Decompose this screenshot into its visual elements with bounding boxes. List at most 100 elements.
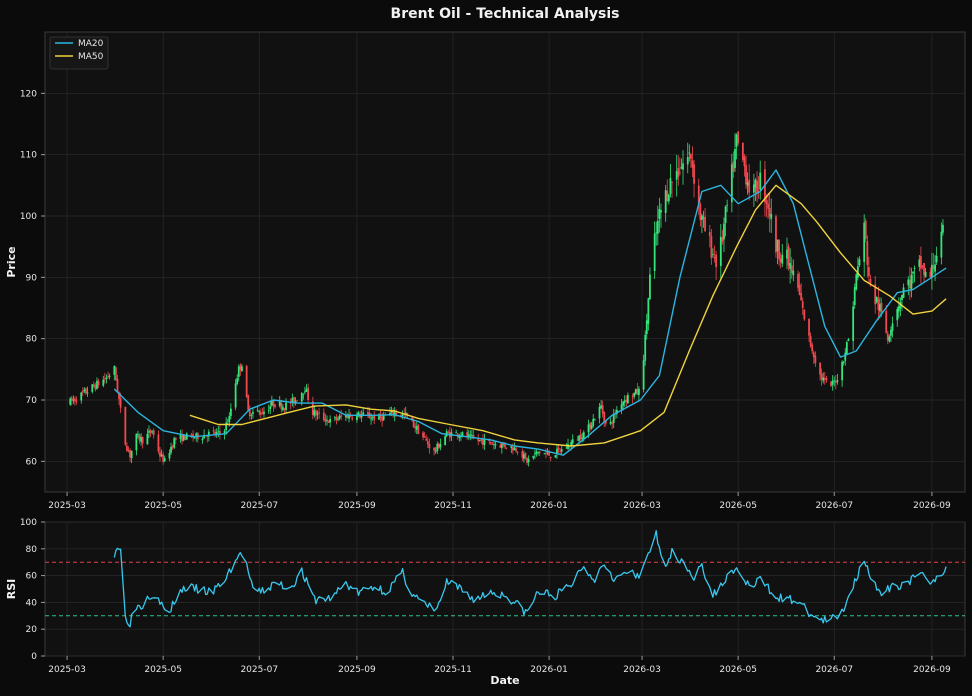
candle-body: [653, 233, 656, 272]
candle-body: [184, 435, 187, 440]
candle-body: [521, 451, 524, 458]
candle-body: [239, 365, 242, 370]
candle-body: [844, 352, 847, 361]
candle-body: [885, 311, 888, 333]
candle-body: [678, 172, 681, 174]
candle-body: [880, 302, 883, 313]
candle-body: [942, 224, 944, 233]
candle-body: [768, 208, 771, 217]
candle-body: [499, 445, 502, 448]
candle-body: [715, 254, 717, 267]
candle-body: [546, 452, 549, 454]
candle-body: [148, 430, 150, 433]
candle-body: [645, 320, 648, 335]
rsi-xtick-label: 2025-09: [338, 665, 376, 675]
candle-body: [280, 402, 283, 410]
candle-body: [737, 131, 740, 144]
candle-body: [237, 366, 240, 377]
candle-body: [649, 274, 651, 300]
candle-body: [437, 443, 440, 449]
candle-body: [70, 397, 73, 401]
candle-body: [931, 264, 933, 278]
candle-body: [225, 422, 228, 431]
candle-body: [548, 451, 551, 456]
price-xtick-label: 2025-05: [144, 501, 182, 511]
candle-body: [759, 172, 762, 190]
candle-body: [436, 443, 439, 452]
candle-body: [834, 381, 837, 383]
candle-body: [693, 164, 695, 184]
candle-body: [756, 180, 758, 194]
candle-body: [291, 397, 294, 403]
candle-body: [340, 415, 343, 417]
candle-body: [130, 450, 133, 459]
candle-body: [223, 430, 226, 435]
candle-body: [348, 414, 350, 419]
candle-body: [513, 447, 516, 451]
candle-body: [346, 414, 349, 419]
candle-body: [921, 266, 924, 268]
candle-body: [907, 279, 910, 286]
candle-body: [634, 389, 637, 394]
candle-body: [825, 378, 828, 381]
candle-body: [333, 417, 336, 418]
candle-body: [812, 352, 815, 358]
candle-body: [647, 298, 650, 324]
candle-body: [855, 274, 858, 290]
candle-body: [534, 453, 536, 455]
candle-body: [426, 441, 429, 445]
candle-body: [285, 402, 287, 410]
ma50-line: [189, 184, 947, 447]
ma20-line: [113, 169, 947, 456]
price-plot-area: [44, 31, 966, 493]
rsi-xtick-label: 2025-03: [48, 665, 86, 675]
candle-body: [113, 365, 116, 375]
candle-body: [765, 200, 768, 204]
candle-body: [138, 434, 141, 441]
candle-body: [901, 294, 903, 301]
candle-body: [477, 438, 480, 441]
candle-body: [712, 254, 714, 255]
candle-body: [173, 438, 176, 448]
candle-body: [582, 432, 585, 439]
candle-body: [604, 421, 607, 424]
candle-body: [215, 432, 218, 435]
candle-body: [940, 231, 943, 258]
candle-body: [182, 434, 185, 441]
candle-body: [781, 254, 784, 264]
candle-body: [510, 446, 513, 448]
candle-body: [590, 425, 593, 429]
candle-body: [801, 301, 804, 309]
candle-body: [124, 406, 127, 445]
candle-body: [593, 419, 596, 421]
candle-body: [667, 194, 670, 202]
candle-body: [743, 156, 746, 167]
candle-body: [293, 397, 295, 404]
candle-body: [263, 411, 265, 414]
candle-body: [337, 419, 339, 421]
candle-body: [75, 400, 78, 402]
candle-body: [502, 442, 505, 445]
candle-body: [677, 168, 680, 177]
candle-body: [185, 433, 188, 440]
candle-body: [559, 450, 562, 452]
candle-body: [151, 431, 154, 433]
candle-body: [283, 408, 286, 410]
candle-body: [554, 455, 557, 458]
candle-body: [149, 430, 152, 433]
candle-body: [162, 454, 165, 462]
candle-body: [201, 438, 204, 441]
candle-body: [803, 309, 806, 320]
candle-body: [697, 185, 700, 204]
candle-body: [80, 392, 83, 401]
candle-body: [557, 447, 560, 450]
candle-body: [600, 405, 602, 409]
candle-body: [108, 375, 111, 377]
candle-body: [140, 437, 142, 442]
candle-body: [623, 400, 626, 403]
candle-body: [620, 404, 623, 410]
candle-body: [535, 451, 538, 454]
candle-body: [281, 407, 284, 411]
candle-body: [682, 163, 684, 170]
